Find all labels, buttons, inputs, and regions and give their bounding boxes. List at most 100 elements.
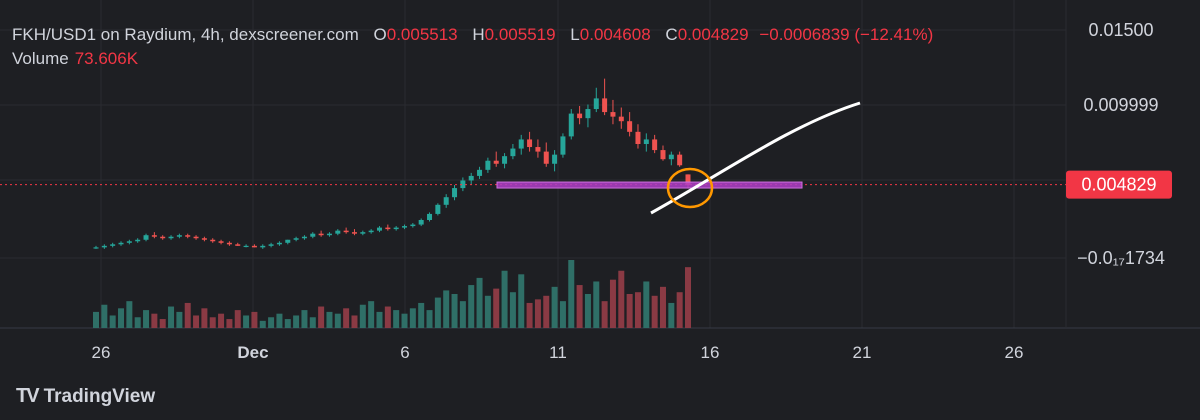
candle	[176, 233, 182, 239]
y-axis: 0.01500 0.009999 −0.0₁₇1734	[1077, 20, 1165, 268]
candle	[201, 236, 207, 242]
volume-bar	[159, 319, 166, 328]
candle	[502, 153, 508, 169]
volume-bar	[634, 292, 641, 328]
volume-bar	[293, 315, 300, 328]
volume-bar	[209, 317, 216, 328]
candle	[360, 230, 366, 236]
candle	[418, 218, 424, 227]
candle	[477, 166, 483, 179]
candle	[635, 124, 641, 149]
volume-bar	[201, 308, 208, 328]
volume-bar	[176, 311, 183, 328]
candle	[301, 235, 307, 240]
volume-bar	[459, 301, 466, 328]
volume-bar	[368, 301, 375, 328]
candle	[652, 134, 658, 154]
volume-bar	[126, 301, 133, 328]
volume-bar	[643, 281, 650, 328]
candle	[568, 109, 574, 140]
volume-bar	[134, 317, 141, 328]
volume-bar	[568, 260, 575, 328]
open-value: 0.005513	[386, 25, 458, 44]
volume-bar	[476, 277, 483, 328]
candle	[368, 229, 374, 234]
volume-bar	[268, 317, 275, 328]
candle	[677, 151, 683, 167]
volume-bar	[318, 306, 325, 328]
volume-bar	[234, 310, 241, 328]
volume-bar	[218, 313, 225, 328]
candle	[410, 223, 416, 228]
volume-bar	[259, 320, 266, 328]
volume-bar	[151, 313, 158, 328]
candle	[577, 106, 583, 125]
candles	[93, 78, 691, 249]
candle	[276, 241, 282, 246]
candle	[143, 233, 149, 242]
candle	[427, 212, 433, 222]
x-tick-label: 26	[92, 343, 111, 362]
volume-bar	[276, 313, 283, 328]
volume-bar	[618, 270, 625, 328]
y-tick-label: 0.009999	[1083, 95, 1158, 115]
candle	[393, 226, 399, 231]
projection-line	[650, 101, 861, 215]
candle	[326, 232, 332, 237]
tradingview-brand[interactable]: TV TradingView	[16, 385, 155, 408]
volume-bar	[193, 315, 200, 328]
volume-bar	[101, 304, 108, 328]
volume-bars	[93, 260, 691, 328]
candle	[376, 226, 382, 233]
candle	[627, 112, 633, 137]
volume-bar	[685, 267, 691, 328]
volume-bar	[109, 315, 116, 328]
volume-bar	[143, 310, 150, 328]
x-tick-label: 6	[400, 343, 409, 362]
candle	[251, 244, 257, 248]
close-label: C	[665, 25, 678, 44]
volume-value: 73.606K	[74, 49, 139, 68]
candle	[543, 142, 549, 167]
volume-bar	[351, 315, 358, 328]
change-value: −0.0006839 (−12.41%)	[759, 25, 934, 44]
volume-bar	[601, 301, 608, 328]
volume-bar	[626, 294, 633, 328]
x-axis: 26 Dec 6 11 16 21 26	[92, 343, 1024, 362]
ohlc-legend: FKH/USD1 on Raydium, 4h, dexscreener.com…	[12, 25, 933, 45]
low-value: 0.004608	[579, 25, 651, 44]
support-zone	[496, 181, 803, 189]
volume-bar	[251, 311, 258, 328]
volume-bar	[509, 292, 516, 328]
volume-bar	[434, 297, 441, 328]
volume-bar	[426, 310, 433, 328]
grid	[0, 0, 1200, 329]
volume-bar	[534, 299, 541, 328]
volume-bar	[326, 311, 333, 328]
candle	[110, 242, 116, 248]
candle	[335, 229, 341, 236]
x-tick-label: Dec	[237, 343, 268, 362]
volume-bar	[668, 302, 675, 328]
tradingview-logo-icon: TV	[16, 385, 40, 407]
volume-label: Volume	[12, 49, 69, 68]
volume-bar	[484, 295, 491, 328]
volume-bar	[226, 319, 233, 328]
candle	[318, 230, 324, 237]
symbol-title: FKH/USD1 on Raydium, 4h, dexscreener.com	[12, 25, 359, 44]
candle	[243, 244, 249, 248]
candle	[126, 239, 132, 245]
candle	[660, 145, 666, 161]
candle	[510, 144, 516, 160]
candle	[226, 241, 232, 246]
volume-bar	[243, 315, 250, 328]
volume-bar	[451, 294, 458, 328]
candle	[151, 232, 157, 239]
volume-bar	[593, 281, 600, 328]
candle	[118, 241, 124, 246]
candle	[101, 244, 107, 249]
volume-bar	[501, 270, 508, 328]
volume-bar	[118, 308, 125, 328]
